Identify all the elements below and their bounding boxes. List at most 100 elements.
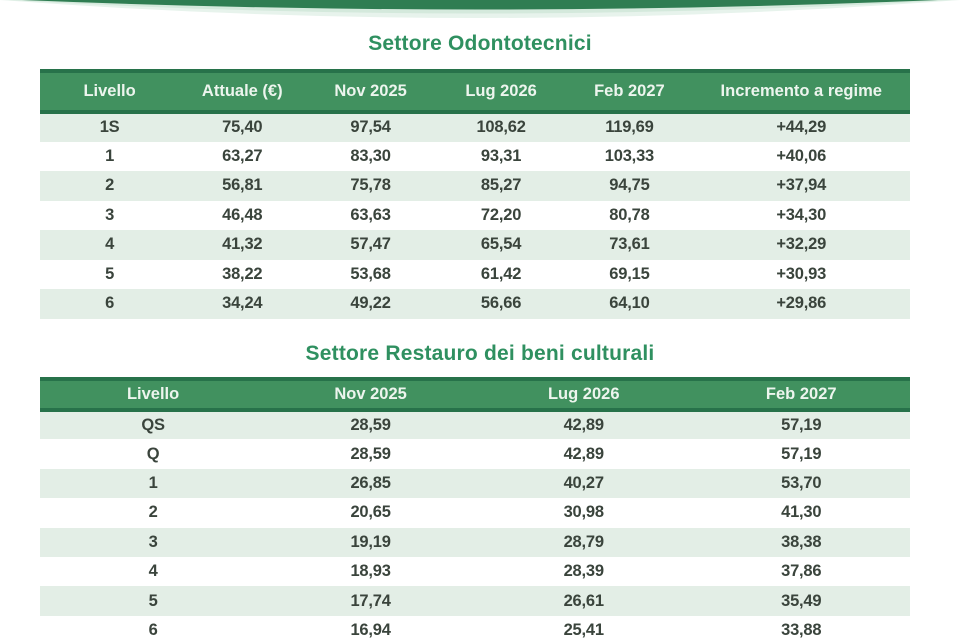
column-header: Lug 2026	[474, 377, 693, 412]
table-cell: Q	[146, 444, 160, 463]
table-cell: 73,61	[609, 235, 650, 254]
table-cell: 75,40	[222, 118, 263, 137]
table-cell: +44,29	[776, 118, 827, 137]
table-cell: 18,93	[350, 562, 391, 581]
table-header: Livello Nov 2025 Lug 2026 Feb 2027	[40, 377, 910, 412]
column-header: Attuale (€)	[179, 69, 306, 114]
table-cell: 41,30	[781, 503, 822, 522]
table-cell: 97,54	[350, 118, 391, 137]
table-cell: 57,19	[781, 416, 822, 435]
table-cell: 17,74	[350, 591, 391, 610]
column-header: Incremento a regime	[692, 69, 910, 114]
table-row: 4 18,93 28,39 37,86	[40, 556, 910, 587]
table-row: 5 38,22 53,68 61,42 69,15 +30,93	[40, 259, 910, 289]
table-cell: 28,59	[350, 416, 391, 435]
table1-title: Settore Odontotecnici	[368, 32, 592, 55]
table-cell: 46,48	[222, 205, 263, 224]
table-cell: 5	[148, 591, 158, 610]
table-cell: 85,27	[480, 176, 522, 195]
table-cell: 93,31	[480, 146, 522, 165]
table-cell: 5	[105, 264, 115, 283]
table-cell: 1	[105, 146, 115, 165]
table-cell: 28,79	[563, 532, 604, 551]
table-cell: 42,89	[563, 416, 604, 435]
table-cell: 28,59	[350, 444, 391, 463]
table-cell: +34,30	[776, 205, 827, 224]
table-body: 1S 75,40 97,54 108,62 119,69 +44,29 1 63,27 83,3…	[40, 112, 910, 319]
table-cell: 53,70	[781, 473, 822, 492]
table-cell: 6	[105, 294, 115, 313]
column-header: Feb 2027	[692, 377, 910, 412]
table-cell: 26,85	[350, 473, 391, 492]
table-cell: 20,65	[350, 503, 391, 522]
table-cell: 3	[148, 532, 158, 551]
table-cell: 25,41	[563, 620, 604, 639]
table-cell: 16,94	[350, 620, 391, 639]
table-cell: +37,94	[776, 176, 827, 195]
table-row: 1 63,27 83,30 93,31 103,33 +40,06	[40, 141, 910, 171]
table-cell: 61,42	[480, 264, 522, 283]
table-row: 4 41,32 57,47 65,54 73,61 +32,29	[40, 230, 910, 260]
table-cell: 28,39	[563, 562, 604, 581]
table-cell: 1S	[99, 118, 120, 137]
table-cell: +32,29	[776, 235, 827, 254]
table-row: Q 28,59 42,89 57,19	[40, 439, 910, 469]
table-cell: +40,06	[776, 146, 827, 165]
table-cell: 42,89	[563, 444, 604, 463]
table-cell: 40,27	[563, 473, 604, 492]
table-cell: 63,27	[222, 146, 263, 165]
table-cell: 4	[148, 562, 158, 581]
column-header: Lug 2026	[435, 69, 567, 114]
table-cell: 35,49	[781, 591, 822, 610]
top-arc-decoration	[0, 0, 960, 18]
table-cell: 119,69	[605, 118, 654, 137]
table-cell: 65,54	[480, 235, 522, 254]
table-cell: 64,10	[609, 294, 650, 313]
table-cell: 6	[148, 620, 158, 639]
table-cell: 38,22	[222, 264, 263, 283]
table-cell: 3	[105, 205, 115, 224]
table-restauro-beni-culturali: Livello Nov 2025 Lug 2026 Feb 2027 QS 28,59 4…	[40, 377, 910, 643]
table-cell: 33,88	[781, 620, 822, 639]
table-cell: 56,81	[222, 176, 263, 195]
table-cell: QS	[141, 416, 165, 435]
header-row: Livello Nov 2025 Lug 2026 Feb 2027	[40, 377, 910, 412]
table-cell: 53,68	[350, 264, 391, 283]
table-cell: 80,78	[609, 205, 650, 224]
table-row: 1S 75,40 97,54 108,62 119,69 +44,29	[40, 112, 910, 142]
table2-title: Settore Restauro dei beni culturali	[305, 342, 655, 365]
table-cell: 2	[105, 176, 115, 195]
table-row: 1 26,85 40,27 53,70	[40, 468, 910, 499]
table-cell: 75,78	[350, 176, 391, 195]
table-row: 3 19,19 28,79 38,38	[40, 527, 910, 557]
table-cell: +29,86	[776, 294, 827, 313]
table-header: Livello Attuale (€) Nov 2025 Lug 2026 Feb 20…	[40, 69, 910, 114]
table-row: 6 34,24 49,22 56,66 64,10 +29,86	[40, 289, 910, 319]
table-cell: 41,32	[222, 235, 263, 254]
table-row: QS 28,59 42,89 57,19	[40, 410, 910, 440]
table-cell: 30,98	[563, 503, 604, 522]
table-row: 2 20,65 30,98 41,30	[40, 498, 910, 528]
table-cell: 63,63	[350, 205, 391, 224]
table-body: QS 28,59 42,89 57,19 Q 28,59 42,89 57,19 1 26,85 4…	[40, 410, 910, 643]
table-cell: 49,22	[350, 294, 391, 313]
table-cell: 37,86	[781, 562, 822, 581]
table-cell: 19,19	[350, 532, 391, 551]
table-cell: 26,61	[563, 591, 604, 610]
column-header: Livello	[40, 377, 267, 412]
column-header: Nov 2025	[266, 377, 475, 412]
column-header: Feb 2027	[566, 69, 693, 114]
table-cell: 57,47	[350, 235, 391, 254]
table-row: 2 56,81 75,78 85,27 94,75 +37,94	[40, 171, 910, 201]
header-row: Livello Attuale (€) Nov 2025 Lug 2026 Feb 20…	[40, 69, 910, 114]
column-header: Nov 2025	[305, 69, 436, 114]
table-row: 5 17,74 26,61 35,49	[40, 586, 910, 616]
table-cell: 4	[105, 235, 115, 254]
table-cell: 83,30	[350, 146, 391, 165]
table-cell: 56,66	[480, 294, 522, 313]
table-row: 3 46,48 63,63 72,20 80,78 +34,30	[40, 200, 910, 230]
table-cell: 103,33	[604, 146, 655, 165]
table-cell: +30,93	[776, 264, 827, 283]
table-cell: 69,15	[609, 264, 650, 283]
